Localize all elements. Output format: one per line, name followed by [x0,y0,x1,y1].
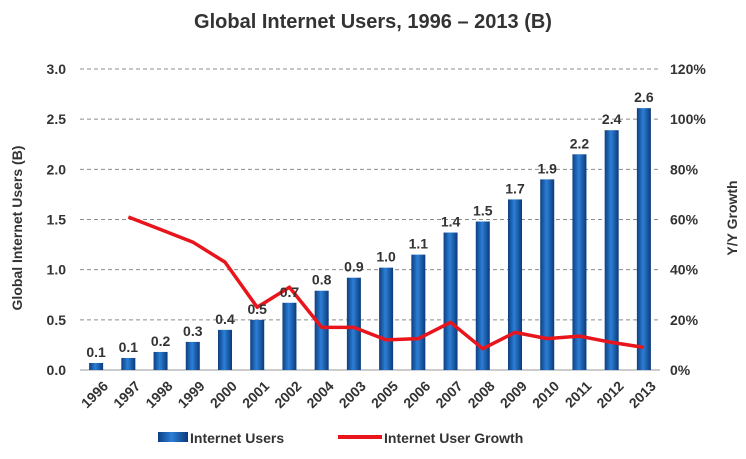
y2-tick-label: 40% [670,262,699,278]
bar [411,254,426,370]
bar [508,199,522,370]
y2-tick-label: 120% [670,61,706,77]
bar [185,341,200,370]
bar-data-label: 1.1 [409,236,429,252]
legend-label-bar: Internet Users [190,430,284,446]
y-tick-label: 1.5 [47,212,67,228]
data-labels: 0.1 0.1 0.2 0.3 0.4 0.5 0.7 0.8 0.9 1.0 1.1 1.4 1.5 1… [86,89,653,360]
bar [282,302,297,370]
x-tick-label: 2006 [400,378,433,411]
bar [121,357,136,370]
bar [475,221,490,370]
x-tick-label: 2012 [593,378,626,411]
y-tick-label: 3.0 [47,61,67,77]
bar-data-label: 1.7 [505,180,525,196]
bar-data-label: 2.4 [602,111,622,127]
y-axis-ticks: 0.0 0.5 1.0 1.5 2.0 2.5 3.0 [47,61,67,378]
bar [636,108,651,370]
bar-data-label: 2.2 [570,135,590,151]
y2-tick-label: 60% [670,212,699,228]
bar-data-label: 1.4 [441,214,461,230]
bar [314,290,329,370]
y2-axis-ticks: 0% 20% 40% 60% 80% 100% 120% [670,61,706,378]
y2-tick-label: 20% [670,312,699,328]
y-tick-label: 2.5 [47,111,67,127]
x-tick-label: 2004 [303,378,336,411]
x-tick-label: 2007 [432,378,465,411]
bar-data-label: 0.5 [247,301,267,317]
bar-data-label: 0.2 [151,333,171,349]
y-tick-label: 0.5 [47,312,67,328]
y-tick-label: 0.0 [47,362,67,378]
x-tick-label: 2003 [336,378,369,411]
bar-data-label: 0.3 [183,323,203,339]
bar-data-label: 2.6 [634,89,654,105]
legend-swatch-bar [158,432,188,442]
grid [80,68,660,371]
line-series [127,215,645,351]
bar [89,362,104,370]
bar-data-label: 0.9 [344,259,364,275]
bar-data-label: 0.7 [280,284,300,300]
x-tick-label: 2001 [239,378,272,411]
x-tick-label: 1996 [78,378,111,411]
y-tick-label: 2.0 [47,161,67,177]
y-tick-label: 1.0 [47,262,67,278]
bar [250,319,265,370]
y2-axis-label: Y/Y Growth [724,180,740,255]
y2-tick-label: 100% [670,111,706,127]
bar [572,154,587,370]
bar-data-label: 0.8 [312,272,332,288]
y2-tick-label: 80% [670,161,699,177]
x-tick-label: 2011 [562,378,595,411]
x-tick-label: 2010 [529,378,562,411]
bar [346,277,361,370]
bar [604,130,619,370]
bar-series [89,108,651,370]
bar [540,179,555,370]
x-tick-label: 2002 [271,378,304,411]
x-tick-label: 2005 [368,378,401,411]
x-tick-label: 1997 [110,378,143,411]
bar-data-label: 1.9 [537,160,557,176]
x-tick-label: 2009 [497,378,530,411]
bar-data-label: 0.1 [119,339,139,355]
x-axis-ticks: 1996199719981999200020012002200420032005… [78,378,659,411]
legend-label-line: Internet User Growth [384,430,523,446]
x-tick-label: 1998 [142,378,175,411]
bar-data-label: 1.0 [376,249,396,265]
y2-tick-label: 0% [670,362,691,378]
bar-data-label: 1.5 [473,203,493,219]
x-tick-label: 2013 [626,378,659,411]
bar-data-label: 0.4 [215,311,235,327]
chart-title: Global Internet Users, 1996 – 2013 (B) [194,11,552,33]
growth-line [127,215,645,351]
x-tick-label: 2008 [464,378,497,411]
bar-data-label: 0.1 [86,344,106,360]
bar [218,329,232,370]
bar [443,232,458,370]
bar [153,351,168,370]
y-axis-label: Global Internet Users (B) [9,146,25,311]
x-tick-label: 2000 [207,378,240,411]
x-tick-label: 1999 [174,378,207,411]
bar [379,267,394,370]
legend: Internet Users Internet User Growth [158,430,523,446]
